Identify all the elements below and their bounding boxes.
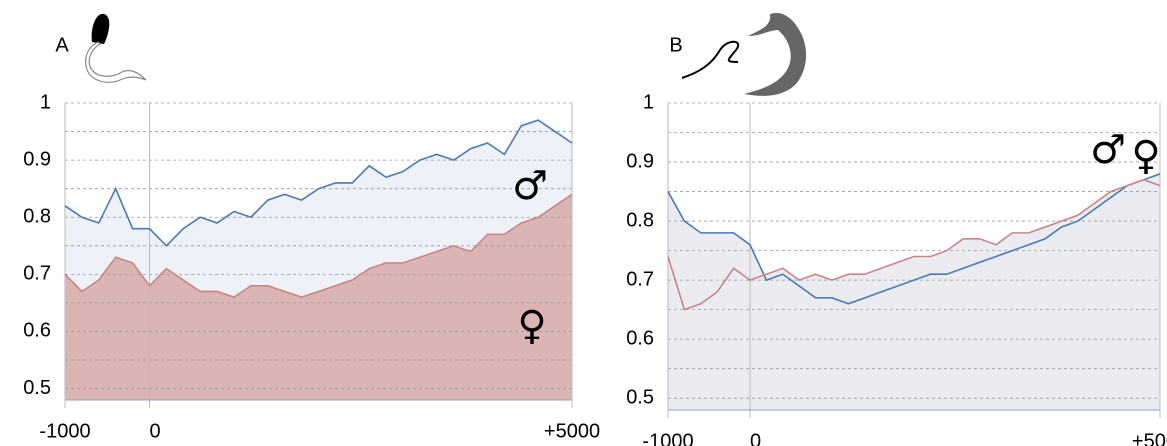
panel-label: B: [669, 34, 682, 56]
series-line: [64, 119, 573, 247]
panel-label: A: [55, 34, 69, 56]
icon-body: [85, 41, 147, 83]
area-fill: [668, 179, 1160, 410]
x-tick-label: +5000: [544, 420, 600, 442]
x-tick-label: 0: [750, 430, 761, 446]
icon-snake: [681, 40, 739, 79]
area-fill: [65, 194, 572, 400]
series-label: ♀: [517, 303, 546, 349]
series-label: ♂: [512, 163, 548, 209]
y-tick-label: 0.9: [626, 150, 654, 172]
series-line: [667, 178, 1161, 311]
y-tick-label: 0.9: [23, 148, 51, 170]
x-tick-label: -1000: [642, 430, 693, 446]
y-tick-label: 0.6: [23, 320, 51, 342]
icon-head: [91, 13, 110, 44]
x-tick-label: +5000: [1132, 430, 1167, 446]
y-tick-label: 0.7: [626, 268, 654, 290]
series-label: ♀: [1131, 133, 1160, 179]
series-line: [64, 193, 573, 299]
y-tick-label: 0.8: [626, 209, 654, 231]
x-tick-label: 0: [150, 420, 161, 442]
y-tick-label: 0.6: [626, 327, 654, 349]
y-tick-label: 1: [40, 91, 51, 113]
y-tick-label: 0.5: [23, 377, 51, 399]
y-tick-label: 0.5: [626, 386, 654, 408]
icon-lizard: [744, 12, 807, 96]
x-tick-label: -1000: [39, 420, 90, 442]
series-line: [667, 173, 1161, 305]
y-tick-label: 1: [643, 91, 654, 113]
y-tick-label: 0.7: [23, 263, 51, 285]
series-label: ♂: [1090, 127, 1126, 173]
y-tick-label: 0.8: [23, 206, 51, 228]
